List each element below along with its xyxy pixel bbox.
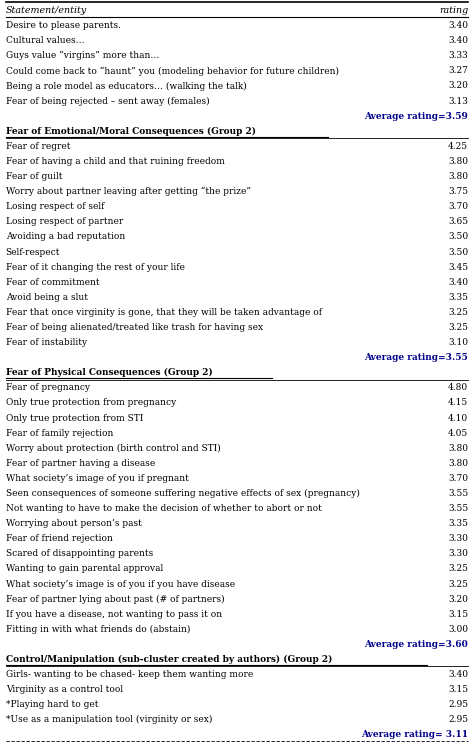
Text: Worry about partner leaving after getting “the prize”: Worry about partner leaving after gettin… [6, 187, 251, 196]
Text: 4.80: 4.80 [448, 383, 468, 392]
Text: Fear of friend rejection: Fear of friend rejection [6, 534, 112, 543]
Text: 3.35: 3.35 [448, 519, 468, 528]
Text: Only true protection from pregnancy: Only true protection from pregnancy [6, 399, 176, 408]
Text: 3.30: 3.30 [448, 534, 468, 543]
Text: 4.10: 4.10 [448, 414, 468, 423]
Text: 3.45: 3.45 [448, 263, 468, 272]
Text: 3.80: 3.80 [448, 443, 468, 452]
Text: 3.15: 3.15 [448, 685, 468, 694]
Text: 3.20: 3.20 [448, 594, 468, 603]
Text: 3.25: 3.25 [448, 323, 468, 332]
Text: Statement/entity: Statement/entity [6, 6, 87, 15]
Text: Fear of being rejected – sent away (females): Fear of being rejected – sent away (fema… [6, 97, 210, 106]
Text: Fear of being alienated/treated like trash for having sex: Fear of being alienated/treated like tra… [6, 323, 263, 332]
Text: 2.95: 2.95 [448, 716, 468, 725]
Text: 3.10: 3.10 [448, 338, 468, 347]
Text: Guys value “virgins” more than…: Guys value “virgins” more than… [6, 51, 159, 60]
Text: Average rating= 3.11: Average rating= 3.11 [361, 731, 468, 740]
Text: 3.20: 3.20 [448, 82, 468, 91]
Text: Worrying about person’s past: Worrying about person’s past [6, 519, 142, 528]
Text: Not wanting to have to make the decision of whether to abort or not: Not wanting to have to make the decision… [6, 504, 321, 513]
Text: rating: rating [439, 6, 468, 15]
Text: Fear of having a child and that ruining freedom: Fear of having a child and that ruining … [6, 157, 225, 166]
Text: Average rating=3.59: Average rating=3.59 [365, 112, 468, 121]
Text: Fitting in with what friends do (abstain): Fitting in with what friends do (abstain… [6, 625, 190, 634]
Text: Being a role model as educators… (walking the talk): Being a role model as educators… (walkin… [6, 81, 246, 91]
Text: Fear of partner having a disease: Fear of partner having a disease [6, 459, 155, 468]
Text: 3.35: 3.35 [448, 293, 468, 302]
Text: 3.15: 3.15 [448, 610, 468, 619]
Text: 3.55: 3.55 [448, 504, 468, 513]
Text: 2.95: 2.95 [448, 700, 468, 709]
Text: 3.80: 3.80 [448, 459, 468, 468]
Text: 3.27: 3.27 [448, 66, 468, 75]
Text: If you have a disease, not wanting to pass it on: If you have a disease, not wanting to pa… [6, 610, 222, 619]
Text: Girls- wanting to be chased- keep them wanting more: Girls- wanting to be chased- keep them w… [6, 670, 253, 679]
Text: Fear of instability: Fear of instability [6, 338, 87, 347]
Text: Losing respect of self: Losing respect of self [6, 202, 104, 211]
Text: Avoid being a slut: Avoid being a slut [6, 293, 88, 302]
Text: 3.25: 3.25 [448, 580, 468, 589]
Text: 3.25: 3.25 [448, 565, 468, 574]
Text: 4.05: 4.05 [448, 429, 468, 437]
Text: 3.33: 3.33 [448, 51, 468, 60]
Text: Fear of Physical Consequences (Group 2): Fear of Physical Consequences (Group 2) [6, 368, 212, 377]
Text: 3.30: 3.30 [448, 549, 468, 558]
Text: 3.50: 3.50 [448, 248, 468, 257]
Text: Fear of commitment: Fear of commitment [6, 278, 100, 286]
Text: Avoiding a bad reputation: Avoiding a bad reputation [6, 232, 125, 241]
Text: Fear of Emotional/Moral Consequences (Group 2): Fear of Emotional/Moral Consequences (Gr… [6, 126, 255, 136]
Text: *Use as a manipulation tool (virginity or sex): *Use as a manipulation tool (virginity o… [6, 715, 212, 725]
Text: 4.25: 4.25 [448, 142, 468, 151]
Text: 3.40: 3.40 [448, 36, 468, 45]
Text: Average rating=3.60: Average rating=3.60 [365, 640, 468, 649]
Text: *Playing hard to get: *Playing hard to get [6, 700, 98, 709]
Text: Fear of guilt: Fear of guilt [6, 172, 62, 181]
Text: Could come back to “haunt” you (modeling behavior for future children): Could come back to “haunt” you (modeling… [6, 66, 339, 76]
Text: Fear that once virginity is gone, that they will be taken advantage of: Fear that once virginity is gone, that t… [6, 308, 322, 317]
Text: Virginity as a control tool: Virginity as a control tool [6, 685, 123, 694]
Text: Control/Manipulation (sub-cluster created by authors) (Group 2): Control/Manipulation (sub-cluster create… [6, 655, 332, 664]
Text: 3.40: 3.40 [448, 670, 468, 679]
Text: Fear of family rejection: Fear of family rejection [6, 429, 113, 437]
Text: What society’s image is of you if you have disease: What society’s image is of you if you ha… [6, 580, 235, 589]
Text: 3.65: 3.65 [448, 217, 468, 226]
Text: 3.50: 3.50 [448, 232, 468, 241]
Text: 3.70: 3.70 [448, 202, 468, 211]
Text: Fear of it changing the rest of your life: Fear of it changing the rest of your lif… [6, 263, 184, 272]
Text: 3.80: 3.80 [448, 157, 468, 166]
Text: Losing respect of partner: Losing respect of partner [6, 217, 123, 226]
Text: Only true protection from STI: Only true protection from STI [6, 414, 143, 423]
Text: 3.13: 3.13 [448, 97, 468, 106]
Text: Fear of pregnancy: Fear of pregnancy [6, 383, 90, 392]
Text: Scared of disappointing parents: Scared of disappointing parents [6, 549, 153, 558]
Text: Worry about protection (birth control and STI): Worry about protection (birth control an… [6, 443, 220, 453]
Text: Wanting to gain parental approval: Wanting to gain parental approval [6, 565, 163, 574]
Text: 3.55: 3.55 [448, 489, 468, 498]
Text: 3.00: 3.00 [448, 625, 468, 634]
Text: 3.80: 3.80 [448, 172, 468, 181]
Text: Seen consequences of someone suffering negative effects of sex (pregnancy): Seen consequences of someone suffering n… [6, 489, 360, 498]
Text: 3.40: 3.40 [448, 21, 468, 30]
Text: 3.40: 3.40 [448, 278, 468, 286]
Text: 3.70: 3.70 [448, 474, 468, 483]
Text: Fear of regret: Fear of regret [6, 142, 70, 151]
Text: 3.25: 3.25 [448, 308, 468, 317]
Text: 3.75: 3.75 [448, 187, 468, 196]
Text: What society’s image of you if pregnant: What society’s image of you if pregnant [6, 474, 189, 483]
Text: Cultural values…: Cultural values… [6, 36, 84, 45]
Text: 4.15: 4.15 [448, 399, 468, 408]
Text: Self-respect: Self-respect [6, 248, 60, 257]
Text: Average rating=3.55: Average rating=3.55 [365, 353, 468, 362]
Text: Desire to please parents.: Desire to please parents. [6, 21, 121, 30]
Text: Fear of partner lying about past (# of partners): Fear of partner lying about past (# of p… [6, 594, 224, 603]
